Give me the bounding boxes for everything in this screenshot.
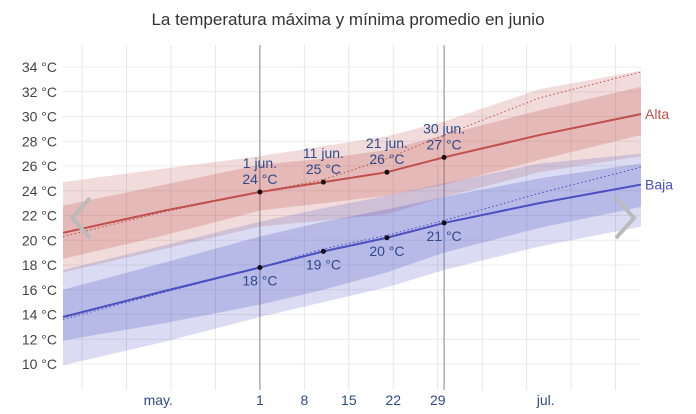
baja-inner-band xyxy=(63,163,641,341)
data-point xyxy=(441,154,447,160)
chevron-left-icon xyxy=(69,196,92,240)
annotation-date: 30 jun. xyxy=(423,120,465,136)
y-tick-label: 26 °C xyxy=(22,158,57,174)
baja-series-label: Baja xyxy=(645,177,673,193)
y-tick-label: 34 °C xyxy=(22,59,57,75)
annotation-value: 27 °C xyxy=(427,136,462,152)
x-tick-label: 29 xyxy=(430,392,446,408)
y-tick-label: 10 °C xyxy=(22,356,57,372)
data-point xyxy=(384,235,390,241)
baja-dotted-line xyxy=(62,166,642,320)
x-tick-label: 15 xyxy=(341,392,357,408)
annotation-value: 20 °C xyxy=(369,243,404,259)
chart-title: La temperatura máxima y mínima promedio … xyxy=(151,10,545,29)
data-point xyxy=(441,220,447,226)
y-tick-label: 18 °C xyxy=(22,257,57,273)
alta-inner-band xyxy=(63,86,641,259)
prev-button[interactable] xyxy=(68,196,94,240)
alta-outer-band xyxy=(63,70,641,273)
y-tick-label: 30 °C xyxy=(22,109,57,125)
data-point xyxy=(257,189,263,195)
alta-series-label: Alta xyxy=(645,106,669,122)
baja-line xyxy=(62,183,642,318)
data-point xyxy=(320,248,326,254)
annotation-value: 26 °C xyxy=(369,151,404,167)
next-button[interactable] xyxy=(612,196,638,240)
data-point xyxy=(384,169,390,175)
y-tick-label: 14 °C xyxy=(22,307,57,323)
x-tick-label: may. xyxy=(144,392,173,408)
annotation-date: 21 jun. xyxy=(366,135,408,151)
x-tick-label: 8 xyxy=(300,392,308,408)
y-tick-label: 22 °C xyxy=(22,208,57,224)
data-point xyxy=(320,179,326,185)
x-tick-label: jul. xyxy=(536,392,555,408)
x-tick-label: 22 xyxy=(385,392,401,408)
y-tick-label: 24 °C xyxy=(22,183,57,199)
annotation-value: 19 °C xyxy=(306,256,341,272)
alta-line xyxy=(62,113,642,234)
annotation-value: 18 °C xyxy=(242,272,277,288)
annotation-value: 25 °C xyxy=(306,161,341,177)
y-tick-label: 28 °C xyxy=(22,133,57,149)
chevron-right-icon xyxy=(614,196,637,240)
y-tick-label: 32 °C xyxy=(22,84,57,100)
x-tick-label: 1 xyxy=(256,392,264,408)
y-tick-label: 20 °C xyxy=(22,232,57,248)
annotation-date: 11 jun. xyxy=(303,145,344,161)
annotation-value: 24 °C xyxy=(242,171,277,187)
annotation-value: 21 °C xyxy=(427,228,462,244)
y-tick-label: 12 °C xyxy=(22,331,57,347)
data-point xyxy=(257,264,263,270)
alta-dotted-line xyxy=(62,71,642,238)
baja-outer-band xyxy=(63,153,641,366)
y-tick-label: 16 °C xyxy=(22,282,57,298)
annotation-date: 1 jun. xyxy=(243,155,277,171)
